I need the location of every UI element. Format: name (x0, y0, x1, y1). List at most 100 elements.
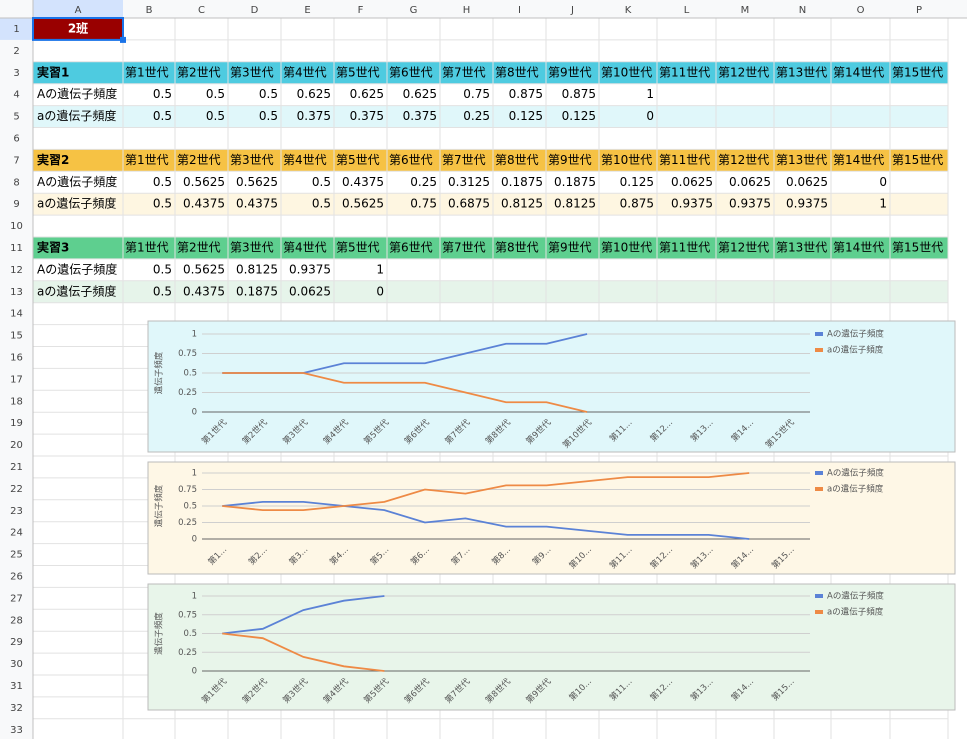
legend-label: aの遺伝子頻度 (827, 607, 884, 618)
row-header: 1 (13, 24, 19, 35)
y-tick-label: 0.25 (178, 518, 197, 528)
generation-header: 第9世代 (548, 153, 592, 167)
series-line (222, 500, 750, 540)
legend-label: Aの遺伝子頻度 (827, 591, 884, 602)
cell-value: 0.5 (206, 109, 225, 123)
header-row-fill (33, 61, 948, 84)
cell-value: 0.5 (259, 87, 278, 101)
row-header: 29 (10, 637, 23, 648)
cell-value: 0.375 (403, 109, 437, 123)
cell-value: 0.1875 (501, 175, 543, 189)
row-header: 19 (10, 418, 23, 429)
row-header: 2 (13, 46, 19, 57)
generation-header: 第8世代 (495, 65, 539, 79)
header-row-fill (33, 237, 948, 259)
table-title: 実習1 (37, 64, 69, 79)
row-label: aの遺伝子頻度 (37, 196, 116, 211)
cell-value: 0.9375 (289, 262, 331, 276)
a1-cell: 2班 (68, 20, 88, 35)
row-header: 14 (10, 309, 23, 320)
row-header: 32 (10, 703, 23, 714)
row-header: 11 (10, 243, 23, 254)
generation-header: 第12世代 (718, 65, 769, 79)
cell-value: 0.0625 (289, 284, 331, 298)
generation-header: 第14世代 (833, 65, 884, 79)
cell-value: 0.5 (206, 87, 225, 101)
cell-value: 0.4375 (342, 175, 384, 189)
cell-value: 0.5625 (183, 175, 225, 189)
column-header: A (75, 5, 82, 16)
legend-swatch (815, 332, 823, 336)
cell-value: 0.625 (297, 87, 331, 101)
alt-row-fill (33, 105, 948, 128)
cell-value: 0.5 (259, 109, 278, 123)
generation-header: 第9世代 (548, 240, 592, 254)
y-tick-label: 0.25 (178, 648, 197, 658)
series-line (222, 632, 385, 672)
column-header: H (463, 5, 471, 16)
row-label: Aの遺伝子頻度 (37, 174, 117, 189)
y-tick-label: 1 (192, 469, 197, 479)
cell-value: 0.125 (620, 175, 654, 189)
y-axis-title: 遺伝子頻度 (154, 612, 165, 655)
row-header: 20 (10, 440, 23, 451)
selection-handle (120, 36, 126, 43)
row-header: 3 (13, 68, 19, 79)
cell-value: 0 (646, 109, 654, 123)
y-axis-title: 遺伝子頻度 (154, 351, 165, 394)
column-header: L (684, 5, 690, 16)
selection (32, 17, 124, 41)
generation-header: 第15世代 (892, 153, 943, 167)
row-label: Aの遺伝子頻度 (37, 261, 117, 276)
cell-value: 0.5625 (183, 262, 225, 276)
column-header: P (916, 5, 922, 16)
column-header: M (741, 5, 750, 16)
row-header: 22 (10, 484, 23, 495)
cell-value: 0.9375 (671, 197, 713, 211)
column-header: B (146, 5, 153, 16)
generation-header: 第11世代 (659, 153, 710, 167)
generation-header: 第10世代 (601, 240, 652, 254)
row-header: 23 (10, 506, 23, 517)
y-tick-label: 0 (192, 535, 197, 545)
legend-swatch (815, 610, 823, 614)
generation-header: 第12世代 (718, 153, 769, 167)
table-title: 実習3 (37, 239, 69, 254)
cell-value: 0.75 (410, 197, 437, 211)
generation-header: 第4世代 (283, 153, 327, 167)
chart-background (147, 583, 956, 711)
row-header: 17 (10, 374, 23, 385)
y-tick-label: 0.25 (178, 388, 197, 398)
generation-header: 第15世代 (892, 240, 943, 254)
cell-value: 0.5 (153, 284, 172, 298)
y-tick-label: 1 (192, 330, 197, 340)
generation-header: 第9世代 (548, 65, 592, 79)
legend-swatch (815, 348, 823, 352)
column-header: G (410, 5, 418, 16)
alt-row-fill (33, 193, 948, 216)
cell-value: 0.1875 (554, 175, 596, 189)
row-label: aの遺伝子頻度 (37, 283, 116, 298)
generation-header: 第5世代 (336, 153, 380, 167)
generation-header: 第4世代 (283, 240, 327, 254)
legend-label: aの遺伝子頻度 (827, 484, 884, 495)
y-tick-label: 1 (192, 592, 197, 602)
column-header: D (251, 5, 259, 16)
generation-header: 第13世代 (776, 153, 827, 167)
column-header: O (857, 5, 865, 16)
generation-header: 第6世代 (389, 153, 433, 167)
generation-header: 第14世代 (833, 153, 884, 167)
cell-value: 0.5 (312, 175, 331, 189)
y-axis-title: 遺伝子頻度 (154, 484, 165, 527)
generation-header: 第4世代 (283, 65, 327, 79)
row-header: 9 (13, 199, 19, 210)
generation-header: 第1世代 (125, 153, 169, 167)
col-header-bg (0, 0, 967, 18)
table-title: 実習2 (37, 152, 69, 167)
legend-label: Aの遺伝子頻度 (827, 329, 884, 340)
row-header: 15 (10, 331, 23, 342)
cell-value: 0.4375 (236, 197, 278, 211)
cell-value: 0 (879, 175, 887, 189)
